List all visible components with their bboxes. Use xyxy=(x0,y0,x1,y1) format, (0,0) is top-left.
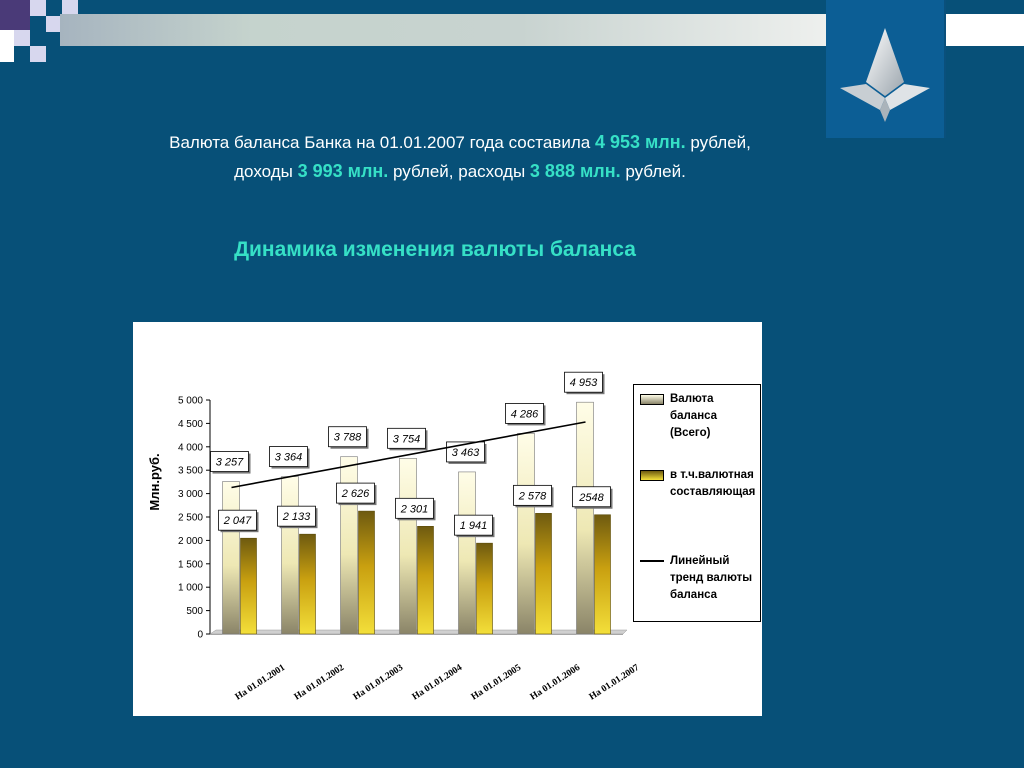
y-tick-label: 500 xyxy=(186,606,203,617)
data-label-fx: 2548 xyxy=(578,492,604,504)
y-tick-label: 3 500 xyxy=(178,466,203,477)
legend-label-fx: в т.ч.валютная составляющая xyxy=(670,469,756,498)
decor-square xyxy=(62,0,78,16)
data-label-box xyxy=(572,486,611,508)
y-tick-label: 2 500 xyxy=(178,513,203,524)
legend-item-fx: в т.ч.валютная составляющая xyxy=(640,467,760,501)
income-value: 3 993 млн. xyxy=(297,161,389,181)
bar-fx xyxy=(240,537,257,635)
data-label-box xyxy=(336,482,375,504)
intro-text-part: Валюта баланса Банка на 01.01.2007 года … xyxy=(169,133,591,152)
x-tick-label: На 01.01.2007 xyxy=(588,663,642,703)
legend-swatch-fx xyxy=(640,470,664,481)
data-label-fx: 2 133 xyxy=(282,511,311,523)
expenses-value: 3 888 млн. xyxy=(529,161,621,181)
intro-text-part: доходы xyxy=(234,162,293,181)
legend-swatch-trend xyxy=(640,560,664,562)
bar-total xyxy=(458,471,476,635)
bar-total xyxy=(517,433,535,635)
y-tick-label: 4 000 xyxy=(178,442,203,453)
legend-item-trend: Линейный тренд валюты баланса xyxy=(640,553,760,604)
chart-subtitle: Динамика изменения валюты баланса xyxy=(234,238,636,261)
data-label-fx: 2 301 xyxy=(400,503,429,515)
decor-square xyxy=(14,30,30,46)
data-label-box xyxy=(277,505,316,527)
decor-square xyxy=(30,46,46,62)
y-tick-label: 1 000 xyxy=(178,583,203,594)
legend-swatch-total xyxy=(640,394,664,405)
data-label-box xyxy=(328,426,367,448)
x-tick-label: На 01.01.2004 xyxy=(411,663,465,703)
data-label-fx: 2 047 xyxy=(223,515,252,527)
data-label-box xyxy=(387,427,426,449)
chart-legend: Валюта баланса (Всего) в т.ч.валютная со… xyxy=(633,384,761,622)
intro-text-part: рублей, xyxy=(690,133,751,152)
intro-line-2: доходы 3 993 млн. рублей, расходы 3 888 … xyxy=(100,157,820,186)
y-tick-label: 2 000 xyxy=(178,536,203,547)
chart-panel: Млн.руб. 0 500 1 000 1 500 2 000 2 500 3 000 3 5… xyxy=(133,322,762,716)
bar-total xyxy=(222,481,240,635)
top-banner-end xyxy=(944,14,1024,46)
y-axis-label: Млн.руб. xyxy=(147,453,162,510)
bar-chart: Млн.руб. 0 500 1 000 1 500 2 000 2 500 3 000 3 5… xyxy=(147,371,642,703)
data-label-box xyxy=(395,497,434,519)
legend-item-total: Валюта баланса (Всего) xyxy=(640,391,760,442)
decor-square xyxy=(46,16,62,32)
decor-square xyxy=(0,0,30,30)
legend-label-total: Валюта баланса (Всего) xyxy=(670,393,718,439)
bar-total xyxy=(281,476,299,635)
data-label-box xyxy=(446,441,485,463)
data-label-box xyxy=(505,403,544,424)
bar-total xyxy=(399,458,417,635)
data-label-total: 4 286 xyxy=(511,408,539,420)
data-label-fx: 2 578 xyxy=(518,490,547,502)
data-label-total: 3 463 xyxy=(452,447,480,459)
y-tick-label: 1 500 xyxy=(178,559,203,570)
data-label-box xyxy=(564,371,603,393)
bar-fx xyxy=(417,526,434,635)
legend-label-trend: Линейный тренд валюты баланса xyxy=(670,555,753,601)
data-label-box xyxy=(513,484,552,506)
decor-square xyxy=(30,0,46,16)
data-label-total: 3 788 xyxy=(334,432,362,444)
data-label-total: 4 953 xyxy=(570,377,598,389)
intro-text-part: рублей, расходы xyxy=(393,162,526,181)
x-tick-label: На 01.01.2006 xyxy=(529,663,583,703)
x-tick-label: На 01.01.2002 xyxy=(293,663,347,703)
data-label-total: 3 754 xyxy=(393,433,421,445)
bar-fx xyxy=(358,510,375,635)
y-tick-label: 4 500 xyxy=(178,419,203,430)
trend-line xyxy=(231,421,586,489)
data-label-total: 3 364 xyxy=(275,452,303,464)
data-label-fx: 1 941 xyxy=(460,520,488,532)
data-label-box xyxy=(218,509,257,531)
decor-square xyxy=(0,30,14,62)
data-label-total: 3 257 xyxy=(216,457,244,469)
x-tick-label: На 01.01.2001 xyxy=(234,663,288,703)
data-label-fx: 2 626 xyxy=(341,488,370,500)
x-tick-label: На 01.01.2003 xyxy=(352,663,406,703)
data-label-box xyxy=(454,514,493,536)
bar-total xyxy=(576,401,594,635)
top-banner xyxy=(60,14,828,46)
bar-fx xyxy=(299,533,316,635)
data-label-box xyxy=(210,451,249,472)
intro-line-1: Валюта баланса Банка на 01.01.2007 года … xyxy=(100,128,820,157)
bar-fx xyxy=(476,542,493,635)
y-tick-label: 5 000 xyxy=(178,396,203,407)
balance-value: 4 953 млн. xyxy=(594,132,686,152)
y-tick-label: 0 xyxy=(197,630,203,641)
bank-logo xyxy=(826,0,946,138)
y-tick-label: 3 000 xyxy=(178,489,203,500)
x-tick-label: На 01.01.2005 xyxy=(470,663,524,703)
data-label-box xyxy=(269,446,308,467)
bar-fx xyxy=(594,514,611,635)
intro-text-part: рублей. xyxy=(625,162,686,181)
bar-fx xyxy=(535,513,552,635)
intro-text: Валюта баланса Банка на 01.01.2007 года … xyxy=(100,128,820,186)
